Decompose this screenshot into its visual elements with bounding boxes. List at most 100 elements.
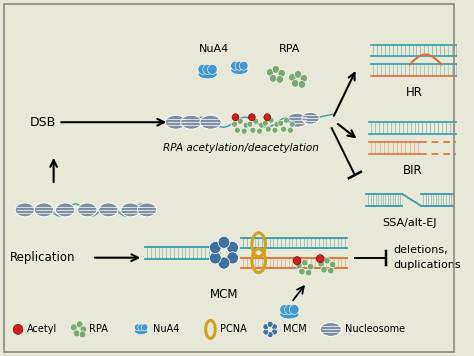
Circle shape bbox=[269, 74, 277, 82]
Circle shape bbox=[298, 80, 306, 88]
Text: MCM: MCM bbox=[283, 324, 306, 334]
Circle shape bbox=[218, 236, 230, 248]
Circle shape bbox=[231, 61, 239, 70]
Circle shape bbox=[278, 69, 285, 77]
Circle shape bbox=[241, 128, 247, 134]
Circle shape bbox=[283, 117, 290, 123]
Ellipse shape bbox=[165, 115, 186, 129]
Circle shape bbox=[73, 330, 80, 337]
Circle shape bbox=[278, 120, 283, 126]
Circle shape bbox=[263, 120, 268, 126]
Text: Acetyl: Acetyl bbox=[27, 324, 57, 334]
Circle shape bbox=[292, 79, 299, 87]
Text: MCM: MCM bbox=[210, 288, 238, 300]
Circle shape bbox=[141, 324, 148, 331]
Circle shape bbox=[324, 257, 330, 264]
Circle shape bbox=[243, 122, 249, 128]
Circle shape bbox=[263, 329, 269, 335]
Circle shape bbox=[272, 66, 280, 73]
Circle shape bbox=[250, 127, 256, 133]
Circle shape bbox=[321, 266, 327, 273]
Text: HR: HR bbox=[406, 87, 423, 99]
Circle shape bbox=[253, 118, 259, 124]
Circle shape bbox=[318, 260, 324, 267]
Circle shape bbox=[247, 121, 253, 127]
Text: duplications: duplications bbox=[393, 260, 461, 269]
Circle shape bbox=[301, 260, 308, 266]
Circle shape bbox=[280, 304, 290, 314]
Circle shape bbox=[300, 74, 308, 82]
Circle shape bbox=[328, 267, 334, 274]
Circle shape bbox=[276, 75, 283, 83]
Circle shape bbox=[272, 127, 278, 133]
Text: SSA/alt-EJ: SSA/alt-EJ bbox=[383, 218, 437, 228]
Ellipse shape bbox=[200, 115, 221, 129]
Circle shape bbox=[203, 64, 212, 74]
Ellipse shape bbox=[55, 203, 75, 217]
Ellipse shape bbox=[320, 323, 341, 336]
Circle shape bbox=[305, 269, 312, 276]
Circle shape bbox=[13, 324, 23, 334]
Ellipse shape bbox=[99, 203, 118, 217]
Circle shape bbox=[259, 122, 264, 128]
Circle shape bbox=[227, 241, 238, 253]
Circle shape bbox=[198, 64, 208, 74]
Circle shape bbox=[289, 74, 296, 81]
Circle shape bbox=[329, 261, 336, 268]
Circle shape bbox=[264, 114, 271, 121]
Ellipse shape bbox=[137, 203, 156, 217]
Circle shape bbox=[76, 321, 83, 328]
Circle shape bbox=[293, 257, 301, 265]
Circle shape bbox=[287, 127, 293, 133]
Text: NuA4: NuA4 bbox=[153, 324, 179, 334]
Circle shape bbox=[281, 126, 286, 132]
Circle shape bbox=[290, 304, 299, 314]
Text: NuA4: NuA4 bbox=[199, 44, 229, 54]
Circle shape bbox=[235, 127, 240, 133]
Circle shape bbox=[227, 252, 238, 264]
Text: Nucleosome: Nucleosome bbox=[345, 324, 405, 334]
Ellipse shape bbox=[231, 66, 248, 74]
Circle shape bbox=[289, 121, 295, 127]
Ellipse shape bbox=[302, 112, 319, 124]
Circle shape bbox=[232, 114, 239, 121]
Text: PCNA: PCNA bbox=[220, 324, 247, 334]
Text: deletions,: deletions, bbox=[393, 245, 448, 255]
Ellipse shape bbox=[198, 70, 217, 79]
Ellipse shape bbox=[181, 115, 202, 129]
Circle shape bbox=[138, 324, 145, 331]
Circle shape bbox=[208, 64, 217, 74]
Circle shape bbox=[316, 255, 324, 263]
Circle shape bbox=[232, 121, 237, 127]
Circle shape bbox=[210, 252, 221, 264]
Circle shape bbox=[296, 262, 302, 269]
Circle shape bbox=[272, 329, 277, 335]
Ellipse shape bbox=[135, 328, 148, 335]
Text: Replication: Replication bbox=[10, 251, 76, 264]
Circle shape bbox=[299, 268, 305, 275]
Text: RPA: RPA bbox=[89, 324, 108, 334]
Ellipse shape bbox=[15, 203, 35, 217]
Circle shape bbox=[239, 61, 248, 70]
Circle shape bbox=[237, 118, 243, 124]
Circle shape bbox=[79, 331, 86, 338]
Circle shape bbox=[135, 324, 141, 331]
Circle shape bbox=[210, 241, 221, 253]
Circle shape bbox=[265, 126, 271, 132]
Ellipse shape bbox=[121, 203, 140, 217]
Circle shape bbox=[267, 331, 273, 337]
Ellipse shape bbox=[35, 203, 54, 217]
Circle shape bbox=[256, 128, 263, 134]
Circle shape bbox=[268, 117, 274, 123]
Circle shape bbox=[294, 70, 302, 78]
Ellipse shape bbox=[280, 310, 299, 319]
Circle shape bbox=[307, 263, 314, 270]
Text: RPA: RPA bbox=[279, 44, 300, 54]
Circle shape bbox=[248, 114, 255, 121]
Circle shape bbox=[71, 324, 77, 331]
Circle shape bbox=[263, 324, 269, 330]
Circle shape bbox=[218, 257, 230, 269]
Ellipse shape bbox=[286, 113, 308, 127]
Circle shape bbox=[235, 61, 244, 70]
Text: BIR: BIR bbox=[403, 164, 422, 177]
